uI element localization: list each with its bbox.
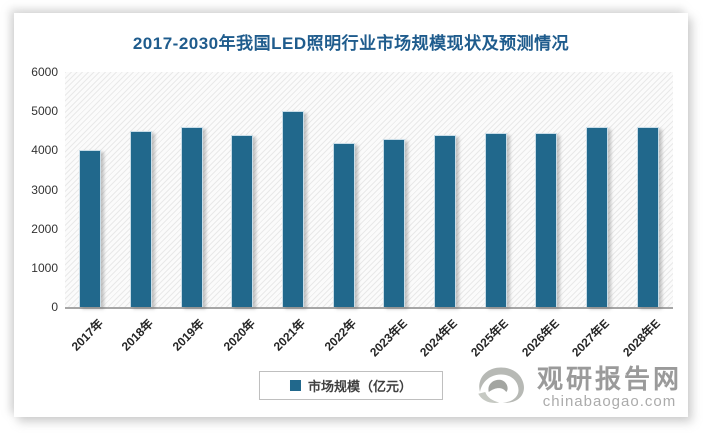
- x-tick-label: 2025年E: [468, 316, 511, 360]
- bar-2027年E: [586, 126, 608, 307]
- watermark-swirl-icon: [473, 364, 529, 411]
- x-tick-label: 2017年: [68, 316, 106, 354]
- x-tick-label: 2021年: [271, 316, 309, 354]
- y-tick-label: 6000: [31, 65, 58, 79]
- chart-card: 2017-2030年我国LED照明行业市场规模现状及预测情况 市场规模（亿元） …: [14, 13, 688, 417]
- watermark: 观研报告网 chinabaogao.com: [473, 364, 682, 411]
- watermark-name: 观研报告网: [536, 364, 682, 394]
- legend-marker-icon: [289, 380, 301, 391]
- x-tick-label: 2022年: [321, 316, 359, 354]
- legend: 市场规模（亿元）: [258, 371, 444, 400]
- bar-2019年: [180, 126, 203, 307]
- bar-2018年: [130, 130, 152, 307]
- x-tick-label: 2026年E: [518, 316, 562, 360]
- bar-2023年E: [383, 138, 406, 307]
- y-tick-label: 4000: [31, 143, 58, 158]
- y-tick-label: 0: [51, 300, 58, 314]
- x-tick-label: 2023年E: [366, 316, 410, 360]
- bar-2022年: [332, 142, 355, 307]
- x-tick-label: 2019年: [169, 316, 207, 354]
- x-tick-label: 2020年: [220, 316, 258, 354]
- bar-2026年E: [535, 132, 558, 307]
- x-tick-label: 2027年E: [569, 316, 613, 360]
- bar-2025年E: [484, 132, 507, 307]
- y-tick-label: 5000: [31, 104, 58, 119]
- x-tick-label: 2018年: [119, 316, 157, 354]
- watermark-text: 观研报告网 chinabaogao.com: [537, 365, 682, 410]
- y-tick-label: 1000: [31, 260, 58, 275]
- y-tick-label: 3000: [31, 182, 58, 197]
- bar-2024年E: [434, 134, 456, 307]
- watermark-url: chinabaogao.com: [542, 393, 677, 410]
- bar-2021年: [282, 111, 304, 307]
- bar-2020年: [231, 134, 254, 307]
- x-tick-label: 2024年E: [417, 316, 461, 360]
- chart-title: 2017-2030年我国LED照明行业市场规模现状及预测情况: [132, 34, 570, 53]
- plot-area: [65, 72, 673, 309]
- legend-label: 市场规模（亿元）: [307, 379, 413, 394]
- bar-2017年: [79, 150, 102, 307]
- bar-2028年E: [636, 126, 659, 307]
- x-tick-label: 2028年E: [620, 316, 663, 360]
- y-tick-label: 2000: [31, 221, 58, 236]
